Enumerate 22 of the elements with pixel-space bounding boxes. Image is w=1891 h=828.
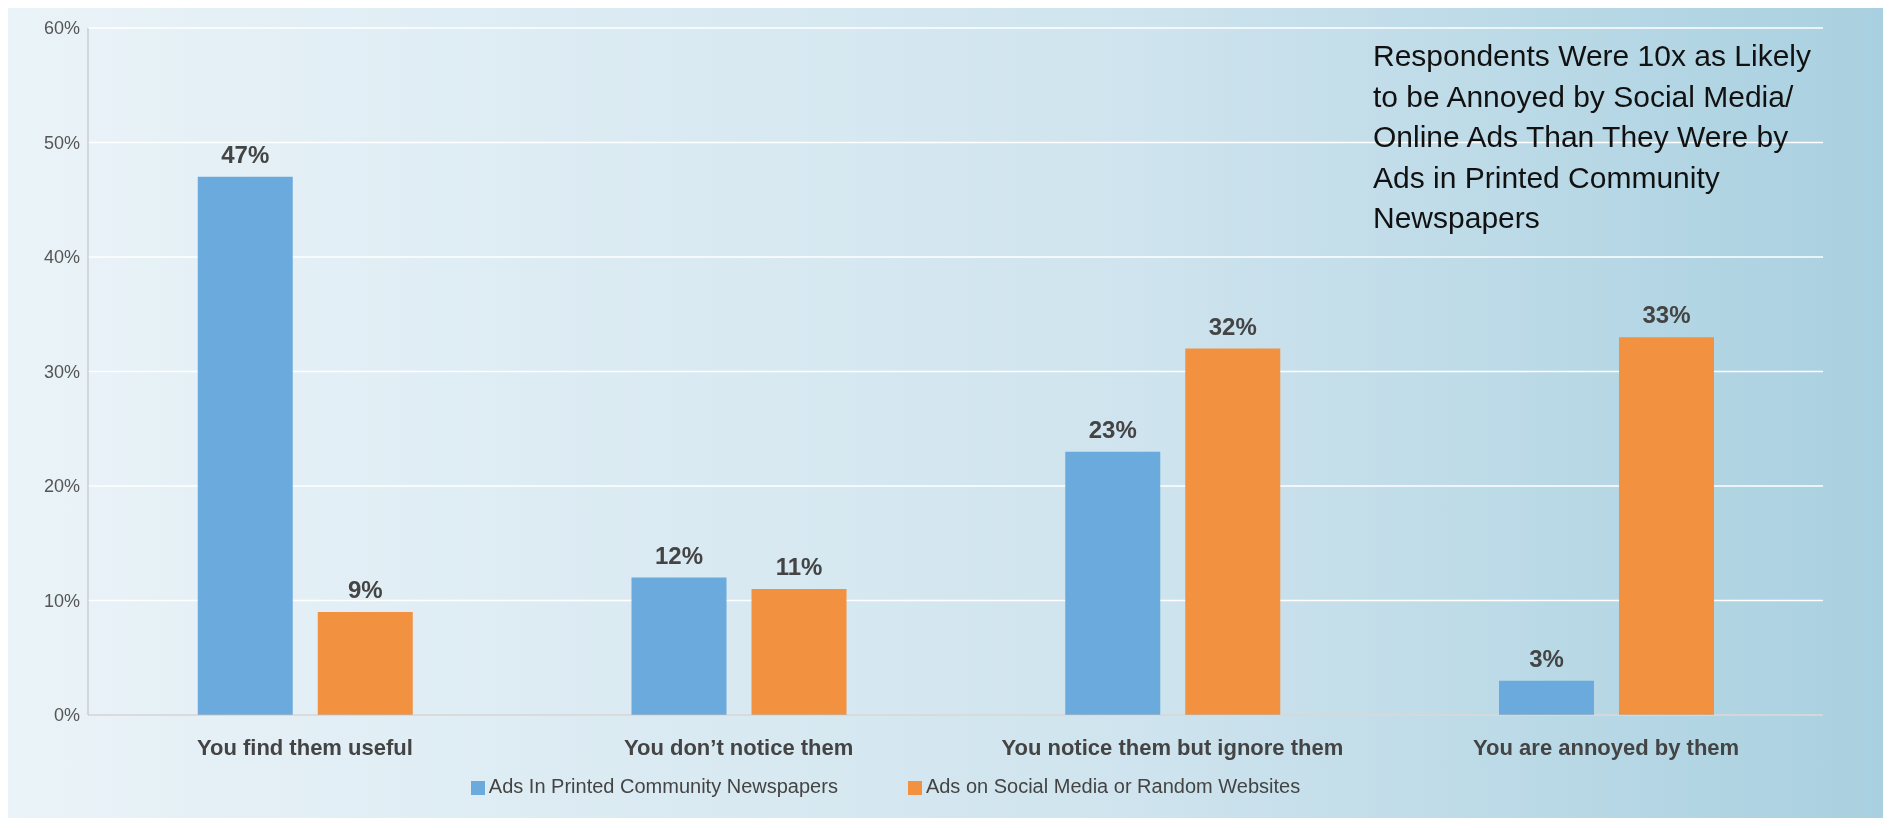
data-label: 12% xyxy=(654,541,704,569)
data-label: 9% xyxy=(347,575,383,603)
annotation: Respondents Were 10x as Likely to be Annoyed by Social Media/ Online Ads Than They Were by Ads in Printed Community Newspapers xyxy=(1373,38,1813,236)
y-tick-label: 40% xyxy=(43,247,80,268)
x-tick-label: You notice them but ignore them xyxy=(1001,734,1344,760)
data-label: 33% xyxy=(1642,301,1691,329)
data-label: 47% xyxy=(221,140,270,168)
legend-label: Ads on Social Media or Random Websites xyxy=(925,775,1301,797)
data-label: 3% xyxy=(1529,644,1564,672)
data-label: 32% xyxy=(1208,312,1257,340)
y-tick-label: 0% xyxy=(53,705,80,726)
data-label: 23% xyxy=(1088,415,1137,443)
x-tick-label: You don’t notice them xyxy=(623,734,854,760)
y-tick-label: 50% xyxy=(43,132,80,153)
data-label: 11% xyxy=(775,553,823,581)
y-tick-label: 20% xyxy=(43,476,80,497)
y-tick-label: 60% xyxy=(43,18,80,39)
x-tick-label: You are annoyed by them xyxy=(1473,734,1740,760)
legend-label: Ads In Printed Community Newspapers xyxy=(488,775,838,797)
y-tick-label: 10% xyxy=(43,590,80,611)
x-tick-label: You find them useful xyxy=(196,734,413,760)
y-tick-label: 30% xyxy=(43,361,80,382)
